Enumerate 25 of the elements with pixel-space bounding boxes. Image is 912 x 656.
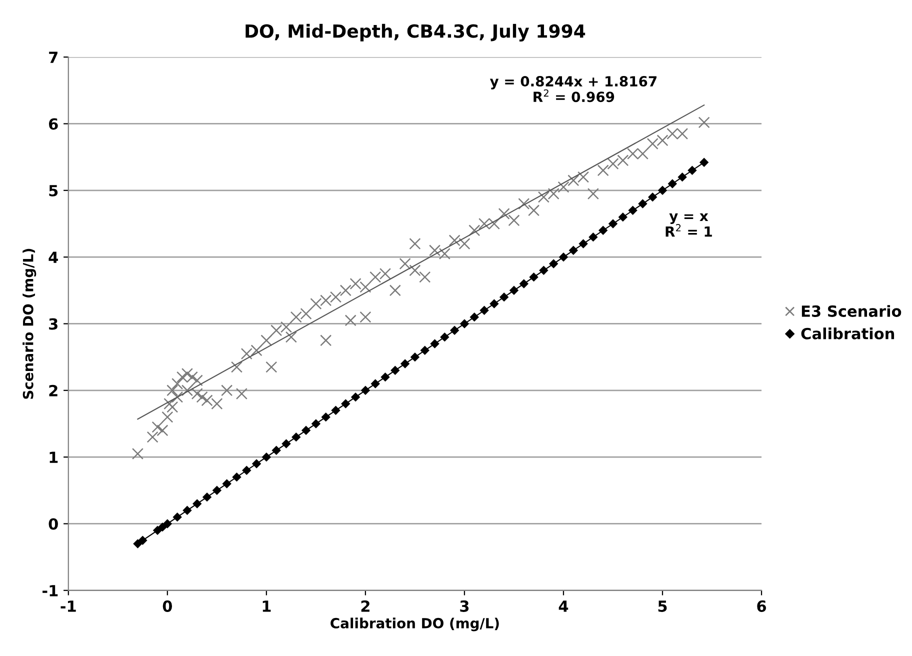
y-tick-label: 2: [49, 384, 58, 396]
y-tick-label: 1: [50, 452, 58, 463]
chart-title: DO, Mid-Depth, CB4.3C, July 1994: [246, 24, 586, 42]
y-tick-label: 7: [49, 52, 58, 63]
y-axis-title: Scenario DO (mg/L): [22, 248, 36, 399]
y-tick-label: 3: [49, 318, 58, 330]
legend-label: Calibration: [801, 328, 894, 340]
x-tick-label: 6: [757, 600, 766, 612]
x-tick-label: -1: [60, 600, 76, 612]
legend-label: E3 Scenario: [802, 305, 902, 317]
y-tick-label: 4: [48, 252, 58, 263]
y-tick-label: 5: [49, 185, 58, 196]
x-tick-label: 1: [262, 600, 271, 612]
annotation: y = 0.8244x + 1.8167 R$^{2}$ = 0.969: [490, 76, 656, 102]
point: [699, 158, 709, 168]
y-tick-label: 6: [48, 118, 58, 130]
x-tick-label: 3: [460, 600, 469, 612]
annotation: y = x R$^{2}$ = 1: [666, 213, 712, 237]
y-tick-label: -1: [42, 585, 58, 596]
x-tick-label: 5: [658, 600, 667, 612]
x-tick-label: 2: [361, 600, 370, 612]
x-axis-title: Calibration DO (mg/L): [330, 618, 499, 632]
y-tick-label: 0: [48, 518, 58, 530]
x-tick-label: 0: [162, 600, 172, 612]
x-tick-label: 4: [558, 600, 568, 612]
